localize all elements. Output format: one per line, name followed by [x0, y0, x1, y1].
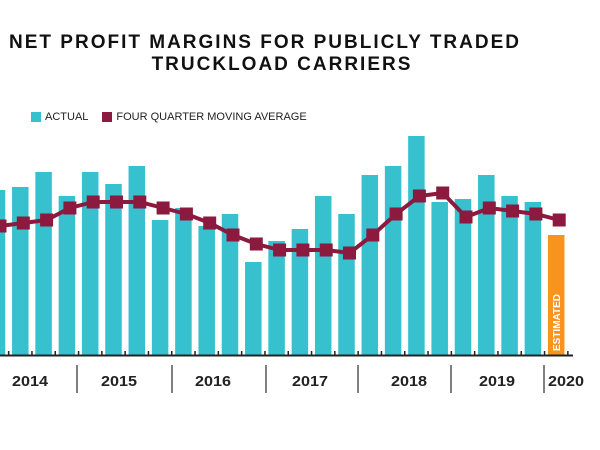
moving-average-marker [506, 204, 520, 218]
moving-average-marker [319, 243, 333, 257]
moving-average-marker [296, 243, 310, 257]
bar-actual [408, 136, 425, 355]
chart-title-line1: NET PROFIT MARGINS FOR PUBLICLY TRADED [9, 32, 521, 53]
moving-average-marker [226, 228, 240, 242]
bar-actual [81, 172, 99, 355]
bar-actual [198, 226, 215, 355]
year-label-2014: 2014 [12, 373, 49, 390]
moving-average-marker [459, 210, 473, 224]
moving-average-marker [179, 207, 193, 221]
moving-average-marker [133, 195, 147, 209]
bar-actual [338, 214, 355, 355]
legend-swatch-actual [31, 112, 41, 122]
moving-average-marker [63, 201, 77, 215]
bar-actual [454, 199, 472, 355]
legend-swatch-moving-average [102, 112, 113, 122]
bar-actual [0, 190, 6, 355]
bar-actual [221, 214, 239, 355]
moving-average-marker [40, 213, 54, 227]
legend-label-moving-average: FOUR QUARTER MOVING AVERAGE [116, 111, 307, 123]
year-label-2015: 2015 [101, 373, 137, 390]
bar-actual [105, 184, 122, 355]
year-label-2019: 2019 [479, 373, 515, 390]
moving-average-marker [110, 195, 123, 209]
legend: ACTUAL FOUR QUARTER MOVING AVERAGE [31, 111, 307, 123]
bar-actual [361, 175, 379, 355]
bar-actual [384, 166, 402, 355]
moving-average-marker [552, 213, 566, 227]
chart-title-line2: TRUCKLOAD CARRIERS [151, 54, 413, 75]
bar-actual [128, 166, 146, 355]
year-label-2018: 2018 [391, 373, 427, 390]
bar-actual [175, 208, 192, 355]
moving-average-marker [0, 219, 7, 233]
moving-average-marker [529, 207, 543, 221]
bar-actual [58, 196, 76, 355]
year-label-2020: 2020 [548, 373, 584, 390]
bar-actual [431, 202, 448, 355]
moving-average-marker [16, 216, 30, 230]
moving-average-marker [273, 243, 287, 257]
moving-average-marker [343, 246, 356, 260]
moving-average-marker [389, 207, 403, 221]
moving-average-marker [482, 201, 496, 215]
legend-label-actual: ACTUAL [45, 111, 89, 123]
bar-actual [314, 196, 332, 355]
bar-actual [291, 229, 309, 355]
estimated-label: ESTIMATED [552, 294, 563, 351]
moving-average-marker [366, 228, 380, 242]
moving-average-marker [412, 189, 426, 203]
bar-actual [245, 262, 262, 355]
bar-actual [524, 202, 542, 355]
year-label-2017: 2017 [292, 373, 328, 390]
bar-actual [268, 241, 285, 355]
bar-actual [12, 187, 29, 355]
moving-average-marker [249, 237, 263, 251]
bar-actual [35, 172, 52, 355]
bar-actual [478, 175, 495, 355]
moving-average-marker [86, 195, 100, 209]
year-label-2016: 2016 [195, 373, 231, 390]
moving-average-marker [436, 186, 450, 200]
bar-actual [151, 220, 169, 355]
bar-actual [501, 196, 518, 355]
moving-average-marker [156, 201, 170, 215]
moving-average-marker [203, 216, 217, 230]
bar-estimated [547, 235, 565, 355]
